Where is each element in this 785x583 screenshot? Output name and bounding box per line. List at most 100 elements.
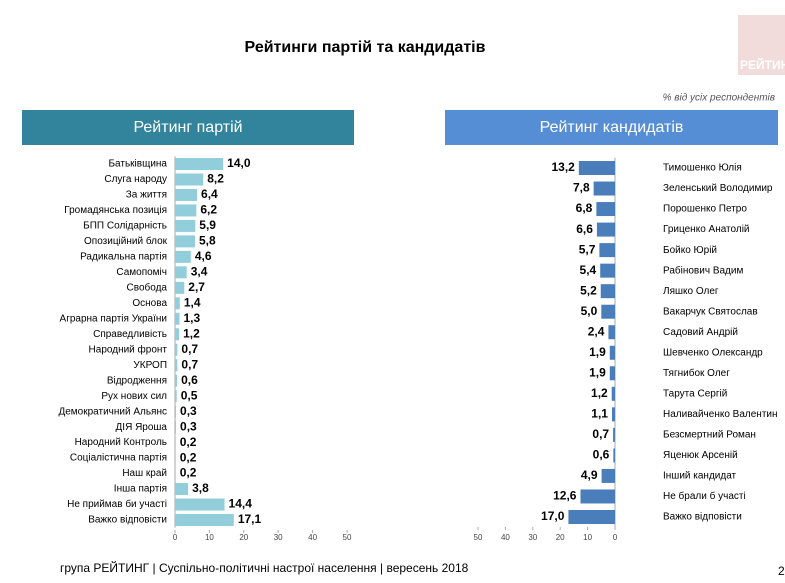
bar (175, 158, 224, 170)
category-label: Ляшко Олег (663, 286, 719, 297)
footer: група РЕЙТИНГ | Суспільно-політичні наст… (60, 560, 469, 575)
bar (175, 359, 178, 372)
bar (611, 386, 615, 401)
bar (601, 468, 615, 483)
value-label: 12,6 (553, 489, 577, 503)
value-label: 0,7 (181, 357, 198, 371)
category-label: Радикальна партія (80, 252, 167, 263)
chart-title: Рейтинг партій (133, 119, 242, 136)
x-tick-label: 0 (613, 533, 618, 542)
bar (175, 467, 176, 480)
logo: РЕЙТИН (740, 57, 785, 72)
bar (175, 281, 185, 294)
category-label: Опозиційний блок (84, 235, 168, 247)
category-label: УКРОП (133, 360, 167, 371)
x-tick-label: 0 (173, 533, 178, 542)
x-tick-label: 30 (274, 533, 283, 542)
bar (175, 390, 177, 403)
note: % від усіх респондентів (663, 93, 775, 104)
bar (608, 325, 615, 340)
category-label: За життя (126, 190, 167, 201)
value-label: 1,2 (591, 386, 608, 400)
bar (600, 263, 615, 278)
value-label: 4,6 (195, 249, 212, 263)
category-label: Шевченко Олександр (663, 347, 763, 358)
bar (175, 405, 177, 418)
x-tick-label: 40 (308, 533, 317, 542)
category-label: Основа (132, 298, 167, 309)
value-label: 0,5 (181, 388, 198, 402)
bar (175, 219, 196, 232)
value-label: 0,2 (180, 435, 197, 449)
category-label: Батьківщина (108, 159, 167, 170)
value-label: 5,7 (579, 242, 596, 256)
category-label: Тимошенко Юлія (663, 163, 742, 174)
value-label: 5,9 (199, 218, 216, 232)
value-label: 0,7 (181, 342, 198, 356)
category-label: Народний Контроль (75, 437, 167, 448)
value-label: 6,2 (200, 203, 217, 217)
bar (609, 366, 615, 381)
category-label: Не приймав би участі (67, 498, 167, 510)
category-label: Бойко Юрій (663, 245, 717, 256)
value-label: 7,8 (573, 181, 590, 195)
bar (175, 188, 198, 201)
value-label: 0,6 (593, 448, 610, 462)
x-tick-label: 30 (528, 533, 537, 542)
value-label: 6,8 (576, 201, 593, 215)
bar (175, 328, 180, 341)
bar (175, 235, 195, 248)
value-label: 0,3 (180, 404, 197, 418)
value-label: 1,9 (589, 345, 606, 359)
page-title: Рейтинги партій та кандидатів (245, 39, 486, 56)
value-label: 6,6 (576, 222, 593, 236)
x-tick-label: 20 (556, 533, 565, 542)
value-label: 14,4 (229, 497, 253, 511)
category-label: Садовий Андрій (663, 327, 738, 338)
category-label: Соціалістична партія (70, 453, 167, 464)
bar (175, 173, 204, 186)
value-label: 0,6 (181, 373, 198, 387)
category-label: Рабінович Вадим (663, 264, 743, 276)
category-label: Рух нових сил (101, 391, 167, 402)
x-tick-label: 10 (205, 533, 214, 542)
value-label: 17,1 (238, 512, 262, 526)
category-label: Народний фронт (89, 343, 168, 355)
bar (601, 304, 615, 319)
category-label: Самопоміч (116, 267, 167, 278)
bar (175, 421, 177, 434)
bar (600, 284, 615, 299)
bar (613, 448, 615, 463)
value-label: 2,7 (188, 280, 205, 294)
bar (578, 161, 615, 175)
bar (568, 510, 615, 524)
bar (175, 514, 234, 526)
bar (175, 297, 180, 310)
bar (596, 222, 615, 237)
category-label: Громадянська позиція (64, 205, 167, 216)
x-tick-label: 40 (501, 533, 510, 542)
value-label: 3,8 (192, 481, 209, 495)
value-label: 2,4 (588, 324, 605, 338)
bar (175, 436, 176, 449)
page-number: 2 (778, 564, 785, 578)
category-label: Безсмертний Роман (663, 430, 756, 441)
bar (596, 202, 615, 217)
value-label: 0,3 (180, 419, 197, 433)
category-label: Демократичний Альянс (58, 406, 167, 417)
category-label: Аграрна партія України (60, 313, 167, 324)
banner (445, 110, 778, 145)
bar (175, 374, 178, 387)
category-label: Інша партія (114, 484, 167, 495)
value-label: 5,8 (199, 234, 216, 248)
category-label: Тягнибок Олег (663, 367, 730, 379)
value-label: 1,9 (589, 365, 606, 379)
category-label: Наш край (122, 468, 167, 479)
category-label: Яценюк Арсеній (663, 450, 738, 461)
value-label: 1,2 (183, 326, 200, 340)
category-label: Гриценко Анатолій (663, 224, 750, 235)
x-tick-label: 20 (239, 533, 248, 542)
value-label: 0,2 (180, 466, 197, 480)
value-label: 17,0 (541, 509, 565, 523)
